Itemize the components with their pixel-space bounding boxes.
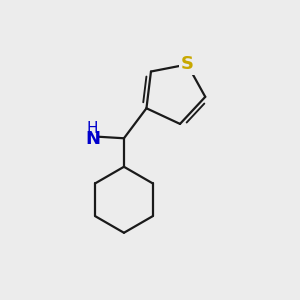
Text: N: N [85, 130, 100, 148]
Text: H: H [87, 121, 98, 136]
Text: S: S [181, 56, 194, 74]
